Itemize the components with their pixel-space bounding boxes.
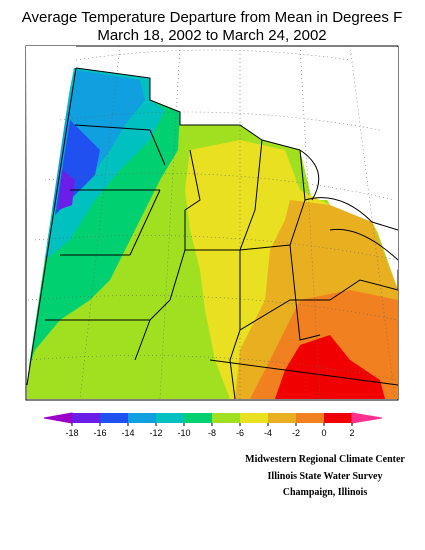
legend-swatch bbox=[351, 412, 383, 424]
credit: Champaign, Illinois bbox=[283, 487, 368, 498]
legend-tick-label: -8 bbox=[208, 428, 216, 438]
legend-swatch bbox=[184, 413, 212, 423]
legend-tick-label: -14 bbox=[121, 428, 134, 438]
legend-tick-label: -2 bbox=[292, 428, 300, 438]
legend-swatch bbox=[296, 413, 324, 423]
legend-tick-label: -18 bbox=[65, 428, 78, 438]
color-legend: -18 -16 -14 -12 -10 -8 -6 -4 -2 0 2 bbox=[43, 412, 383, 438]
map bbox=[25, 45, 399, 401]
map-subtitle: March 18, 2002 to March 24, 2002 bbox=[97, 27, 326, 44]
legend-swatch bbox=[156, 413, 184, 423]
legend-swatch bbox=[100, 413, 128, 423]
legend-swatch bbox=[43, 412, 73, 424]
credit: Midwestern Regional Climate Center bbox=[245, 454, 405, 465]
legend-swatch bbox=[72, 413, 100, 423]
legend-tick-label: -12 bbox=[149, 428, 162, 438]
legend-tick-label: -6 bbox=[236, 428, 244, 438]
legend-tick-label: -10 bbox=[177, 428, 190, 438]
legend-swatch bbox=[240, 413, 268, 423]
legend-swatch bbox=[212, 413, 240, 423]
legend-tick-label: 0 bbox=[321, 428, 326, 438]
legend-swatch bbox=[268, 413, 296, 423]
credit: Illinois State Water Survey bbox=[268, 471, 383, 482]
legend-swatch bbox=[128, 413, 156, 423]
map-title: Average Temperature Departure from Mean … bbox=[22, 9, 402, 26]
legend-swatch bbox=[324, 413, 352, 423]
legend-tick-label: -16 bbox=[93, 428, 106, 438]
legend-tick-label: 2 bbox=[349, 428, 354, 438]
legend-tick-label: -4 bbox=[264, 428, 272, 438]
